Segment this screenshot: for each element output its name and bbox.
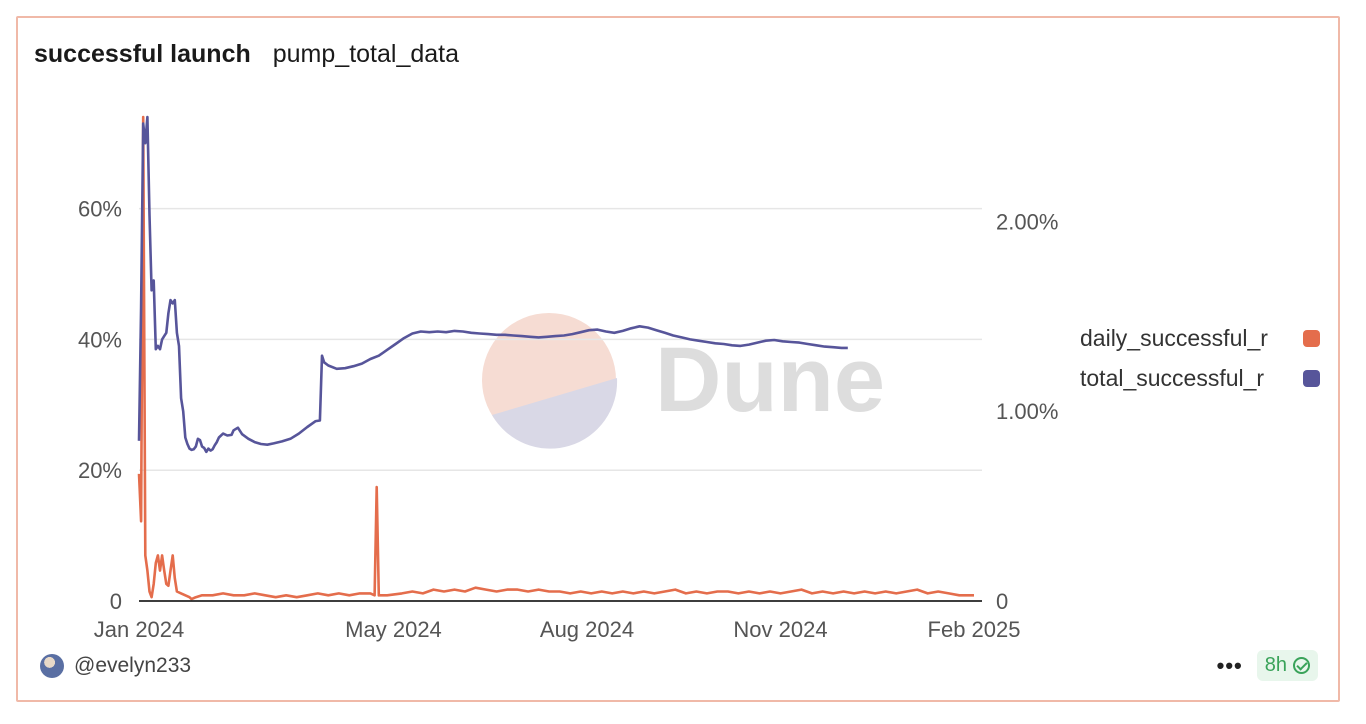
y-left-tick-label: 0: [110, 589, 122, 614]
legend-swatch-total: [1303, 369, 1320, 387]
author[interactable]: @evelyn233: [40, 654, 191, 678]
query-name[interactable]: pump_total_data: [272, 40, 460, 68]
y-right-tick-label: 1.00%: [996, 399, 1058, 424]
dune-watermark: Dune: [482, 313, 885, 449]
refresh-badge[interactable]: 8h: [1256, 650, 1318, 681]
line-chart: Dune 0 20% 40% 60% 0 1.00% 2.00% Jan 2024 May 20…: [78, 115, 1058, 642]
x-tick-label: Jan 2024: [94, 617, 185, 642]
check-circle-icon: [1293, 657, 1310, 674]
y-right-tick-label: 2.00%: [996, 209, 1058, 234]
legend-label-daily: daily_successful_r: [1080, 324, 1268, 351]
series-line-daily[interactable]: [137, 115, 974, 601]
series-line-total[interactable]: [137, 115, 848, 454]
y-right-tick-label: 0: [996, 589, 1008, 614]
x-tick-label: Nov 2024: [733, 617, 827, 642]
author-name: @evelyn233: [74, 654, 192, 677]
chart-title: successful launch: [34, 40, 251, 68]
refresh-age: 8h: [1264, 654, 1287, 676]
legend: daily_successful_r total_successful_r: [1080, 318, 1320, 398]
legend-item-total[interactable]: total_successful_r: [1080, 358, 1320, 398]
more-options-icon[interactable]: •••: [1216, 652, 1243, 678]
dune-watermark-text: Dune: [655, 329, 885, 431]
legend-label-total: total_successful_r: [1080, 364, 1265, 391]
legend-swatch-daily: [1303, 329, 1320, 347]
x-tick-label: Feb 2025: [928, 617, 1021, 642]
avatar: [40, 654, 64, 678]
y-left-tick-label: 20%: [78, 458, 122, 483]
x-tick-label: Aug 2024: [540, 617, 634, 642]
x-tick-label: May 2024: [345, 617, 442, 642]
legend-item-daily[interactable]: daily_successful_r: [1080, 318, 1320, 358]
chart-card: successful launch pump_total_data Dune 0…: [16, 16, 1340, 702]
y-left-tick-label: 60%: [78, 197, 122, 222]
y-left-tick-label: 40%: [78, 327, 122, 352]
chart-header: successful launch pump_total_data: [34, 40, 459, 69]
footer-actions: ••• 8h: [1217, 650, 1318, 681]
